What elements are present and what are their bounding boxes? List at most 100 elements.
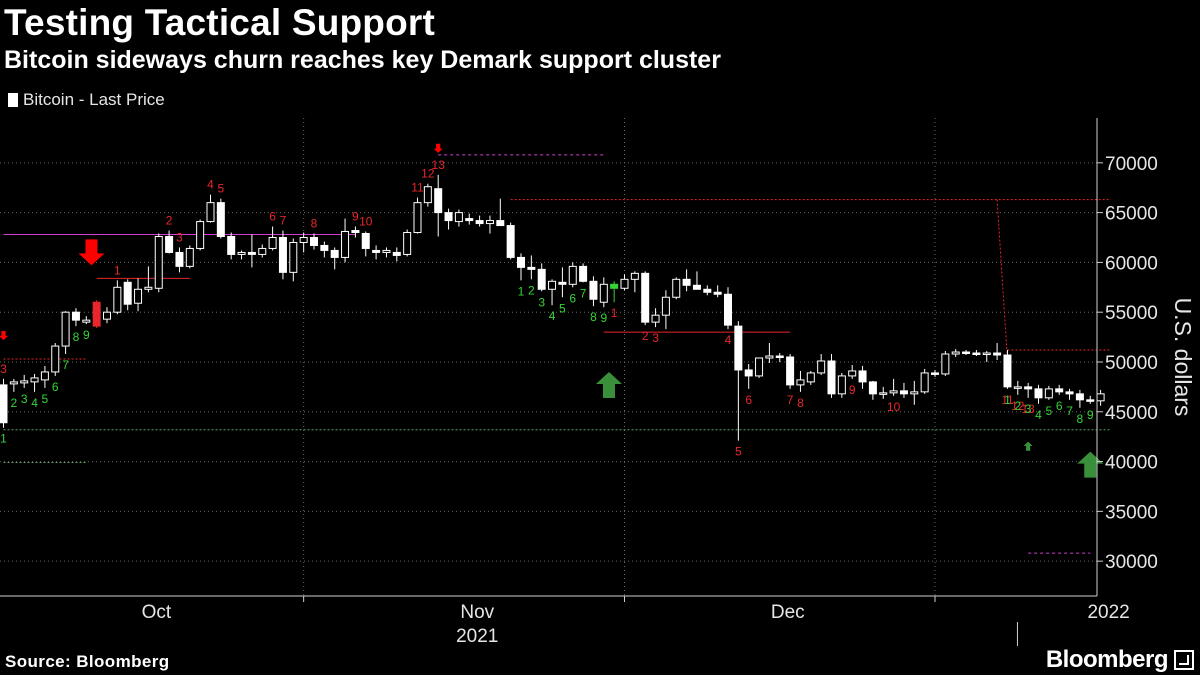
candle-body: [454, 212, 463, 223]
candle-body: [672, 278, 681, 298]
candle-body: [258, 247, 267, 255]
y-tick-label: 40000: [1105, 453, 1158, 474]
y-tick-label: 70000: [1105, 154, 1158, 175]
demark-count-label: 10: [359, 215, 373, 229]
y-tick-label: 50000: [1105, 353, 1158, 374]
demark-count-label: 8: [73, 330, 80, 344]
x-year-label: 2021: [456, 626, 498, 647]
candle-body: [806, 372, 815, 383]
annotation-lines: [3, 154, 1111, 554]
chart-title: Testing Tactical Support: [4, 2, 436, 43]
candle-body: [517, 256, 525, 268]
demark-count-label: 1: [1004, 393, 1011, 407]
candle-body: [310, 237, 318, 246]
demark-count-label: 2: [11, 396, 18, 410]
candle-body: [972, 352, 981, 356]
demark-count-label: 9: [352, 210, 359, 224]
candle-body: [848, 370, 857, 377]
candle-body: [113, 286, 122, 313]
candle-body: [692, 284, 701, 290]
candle-body: [879, 392, 888, 395]
candle-body: [475, 220, 484, 225]
candle-body: [165, 236, 174, 253]
demark-count-label: 11: [411, 181, 424, 195]
candle-body: [1003, 354, 1012, 388]
demark-count-label: 2: [528, 283, 535, 297]
demark-count-label: 6: [1056, 399, 1063, 413]
demark-count-label: 9: [83, 328, 90, 342]
demark-count-label: 9: [849, 383, 856, 397]
candle-body: [941, 353, 950, 375]
y-tick-label: 35000: [1105, 502, 1158, 523]
candle-body: [382, 249, 391, 253]
legend-label: Bitcoin - Last Price: [23, 90, 165, 109]
candle-body: [703, 288, 712, 293]
candle-body: [71, 311, 80, 321]
demark-count-label: 5: [735, 445, 742, 459]
buy-signal-arrow: [1023, 441, 1033, 451]
candle-body: [548, 280, 557, 290]
candle-body: [444, 212, 453, 222]
candle-body: [641, 272, 650, 323]
source-note: Source: Bloomberg: [5, 652, 170, 671]
candle-body: [817, 360, 826, 374]
demark-count-label: 3: [652, 331, 659, 345]
demark-count-label: 1: [518, 284, 525, 298]
candle-body: [496, 220, 505, 227]
candle-body: [247, 251, 256, 255]
candle-body: [775, 355, 784, 359]
candle-body: [103, 311, 111, 320]
demark-count-label: 13: [1021, 402, 1035, 416]
demark-count-label: 2: [642, 329, 649, 343]
candle-body: [372, 249, 381, 253]
candle-body: [651, 314, 660, 323]
demark-count-label: 7: [1066, 404, 1073, 418]
candle-body: [1086, 399, 1095, 402]
demark-count-label: 9: [1087, 408, 1094, 422]
candle-body: [724, 293, 732, 326]
candle-body: [330, 249, 339, 258]
candle-body: [413, 202, 422, 234]
candle-body: [341, 231, 350, 258]
demark-count-label: 2: [1014, 399, 1021, 413]
demark-count-label: 1: [114, 263, 121, 277]
candle-body: [630, 272, 639, 280]
candle-body: [962, 351, 971, 355]
candle-body: [278, 237, 287, 273]
candle-body: [1034, 388, 1043, 399]
candle-body: [123, 281, 132, 305]
candle-body: [579, 265, 588, 282]
candle-body: [796, 379, 805, 386]
candle-body: [920, 372, 929, 393]
candle-body: [527, 266, 536, 270]
candle-body: [827, 360, 836, 395]
candle-body: [299, 237, 308, 243]
demark-count-label: 8: [797, 396, 804, 410]
candle-body: [485, 220, 494, 225]
candle-body: [889, 390, 898, 394]
candle-body: [20, 380, 29, 384]
candle-body: [558, 281, 567, 285]
x-tick-label: 2022: [1087, 602, 1129, 623]
axes: 30000 35000 40000 45000 50000 55000 60000 65000…: [0, 118, 1196, 647]
candle-body: [434, 188, 443, 214]
candle-body: [786, 356, 795, 386]
candle-body: [868, 381, 877, 395]
candle-body: [320, 244, 329, 251]
candle-body: [599, 283, 608, 303]
candle-body: [268, 237, 277, 249]
candle-body: [589, 280, 598, 300]
demark-count-label: 3: [0, 362, 7, 376]
sell-signal-arrow: [433, 143, 443, 153]
candle-body: [61, 311, 70, 347]
demark-count-label: 12: [1011, 399, 1025, 413]
demark-count-label: 5: [1046, 404, 1053, 418]
candle-body: [361, 233, 370, 249]
candle-body: [910, 391, 919, 395]
candle-body: [465, 218, 474, 222]
candle-body: [92, 301, 101, 327]
candle-body: [1065, 391, 1074, 395]
candle-body: [610, 283, 619, 289]
x-tick-label: Oct: [142, 602, 172, 623]
